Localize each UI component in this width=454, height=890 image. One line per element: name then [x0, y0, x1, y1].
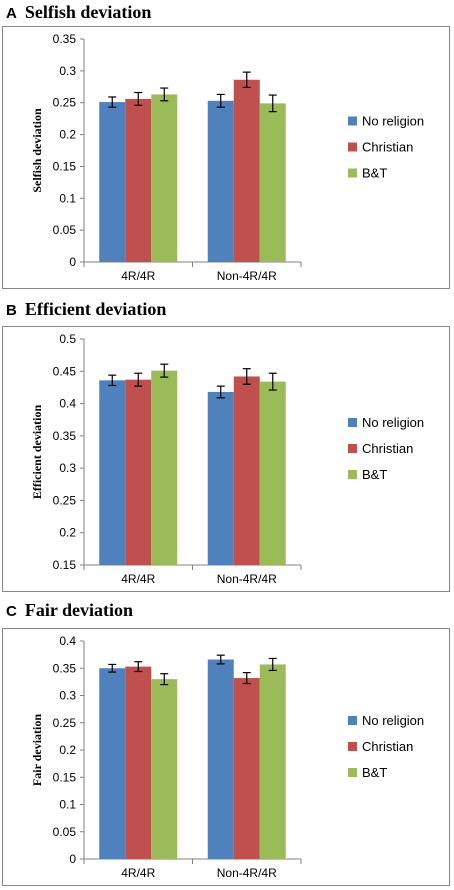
y-axis-label: Fair deviation: [30, 714, 44, 786]
y-tick-label: 0.3: [59, 461, 76, 475]
legend-label: B&T: [362, 765, 387, 780]
bar: [207, 391, 234, 565]
bar: [207, 659, 234, 859]
legend-label: Christian: [362, 140, 413, 155]
bar: [259, 664, 286, 859]
selfish-deviation-chart: Selfish deviation 0 0.05 0.1 0.15 0.2 0.25 0.3 0…: [30, 32, 424, 283]
y-tick-label: 0.35: [53, 429, 77, 443]
efficient-deviation-chart: Efficient deviation 0.15 0.2 0.25 0.3 0.35 0.4…: [30, 332, 424, 586]
legend-label: No religion: [362, 415, 424, 430]
legend-label: B&T: [362, 467, 387, 482]
bar: [125, 379, 152, 565]
y-axis-label: Selfish deviation: [30, 108, 44, 193]
y-tick-label: 0.5: [59, 332, 76, 346]
y-tick-label: 0.3: [59, 689, 76, 703]
y-tick-label: 0.15: [53, 558, 77, 572]
legend-swatch: [348, 742, 357, 751]
legend-swatch: [348, 418, 357, 427]
bar: [233, 678, 260, 859]
legend-swatch: [348, 116, 357, 126]
legend-label: No religion: [362, 114, 424, 129]
legend-swatch: [348, 768, 357, 777]
panel-letter: A: [6, 5, 17, 22]
legend-label: No religion: [362, 713, 424, 728]
x-tick-label: 4R/4R: [121, 866, 155, 880]
y-tick-label: 0.25: [53, 716, 77, 730]
y-tick-label: 0.2: [59, 128, 76, 142]
y-tick-label: 0.2: [59, 526, 76, 540]
bar: [125, 98, 152, 263]
legend-swatch: [348, 168, 357, 178]
panel-c: C Fair deviation Fair deviation 0 0.05 0.1 0.…: [0, 598, 454, 889]
bar: [259, 103, 286, 262]
bar: [233, 79, 260, 262]
legend-label: B&T: [362, 166, 387, 181]
fair-deviation-chart: Fair deviation 0 0.05 0.1 0.15 0.2 0.25 0.3 0.35…: [30, 634, 424, 880]
y-tick-label: 0.45: [53, 364, 77, 378]
y-axis-label: Efficient deviation: [30, 405, 44, 500]
y-tick-label: 0.25: [53, 96, 77, 110]
bar: [99, 668, 126, 859]
y-tick-label: 0.1: [59, 191, 76, 205]
y-tick-label: 0: [69, 255, 76, 269]
panel-title-text: Efficient deviation: [24, 299, 167, 319]
legend-swatch: [348, 716, 357, 725]
legend-swatch: [348, 470, 357, 479]
y-tick-label: 0: [69, 852, 76, 866]
chart-frame: Efficient deviation 0.15 0.2 0.25 0.3 0.35 0.4…: [2, 326, 450, 592]
y-tick-label: 0.35: [53, 661, 77, 675]
chart-frame: Selfish deviation 0 0.05 0.1 0.15 0.2 0.25 0.3 0…: [2, 26, 450, 289]
y-tick-label: 0.15: [53, 770, 77, 784]
legend-swatch: [348, 444, 357, 453]
bar: [259, 381, 286, 565]
legend-label: Christian: [362, 739, 413, 754]
panel-title-text: Fair deviation: [24, 600, 134, 620]
legend-label: Christian: [362, 441, 413, 456]
y-tick-label: 0.2: [59, 743, 76, 757]
y-tick-label: 0.05: [53, 825, 77, 839]
panel-b: B Efficient deviation Efficient deviation…: [0, 297, 454, 594]
y-tick-label: 0.25: [53, 493, 77, 507]
y-tick-label: 0.35: [53, 32, 77, 46]
chart-frame: Fair deviation 0 0.05 0.1 0.15 0.2 0.25 0.3 0.35…: [2, 628, 450, 886]
bar: [151, 94, 178, 262]
panel-title: C Fair deviation: [6, 600, 133, 622]
panel-title-text: Selfish deviation: [24, 2, 152, 22]
legend-swatch: [348, 142, 357, 152]
y-tick-label: 0.1: [59, 798, 76, 812]
panel-a: A Selfish deviation Selfish deviation 0 0.0…: [0, 0, 454, 292]
x-tick-label: 4R/4R: [121, 572, 155, 586]
bar: [151, 370, 178, 565]
y-tick-label: 0.3: [59, 64, 76, 78]
bar: [233, 376, 260, 565]
y-tick-label: 0.4: [59, 634, 76, 648]
y-tick-label: 0.15: [53, 159, 77, 173]
bar: [151, 679, 178, 859]
x-tick-label: Non-4R/4R: [217, 269, 277, 283]
x-tick-label: 4R/4R: [121, 269, 155, 283]
panel-title: A Selfish deviation: [6, 2, 151, 24]
x-tick-label: Non-4R/4R: [217, 572, 277, 586]
panel-letter: B: [6, 302, 17, 319]
bar: [99, 102, 126, 262]
y-tick-label: 0.05: [53, 223, 77, 237]
panel-title: B Efficient deviation: [6, 299, 166, 321]
bar: [125, 666, 152, 859]
panel-letter: C: [6, 603, 17, 620]
x-tick-label: Non-4R/4R: [217, 866, 277, 880]
bar: [207, 100, 234, 262]
bar: [99, 380, 126, 565]
y-tick-label: 0.4: [59, 397, 76, 411]
